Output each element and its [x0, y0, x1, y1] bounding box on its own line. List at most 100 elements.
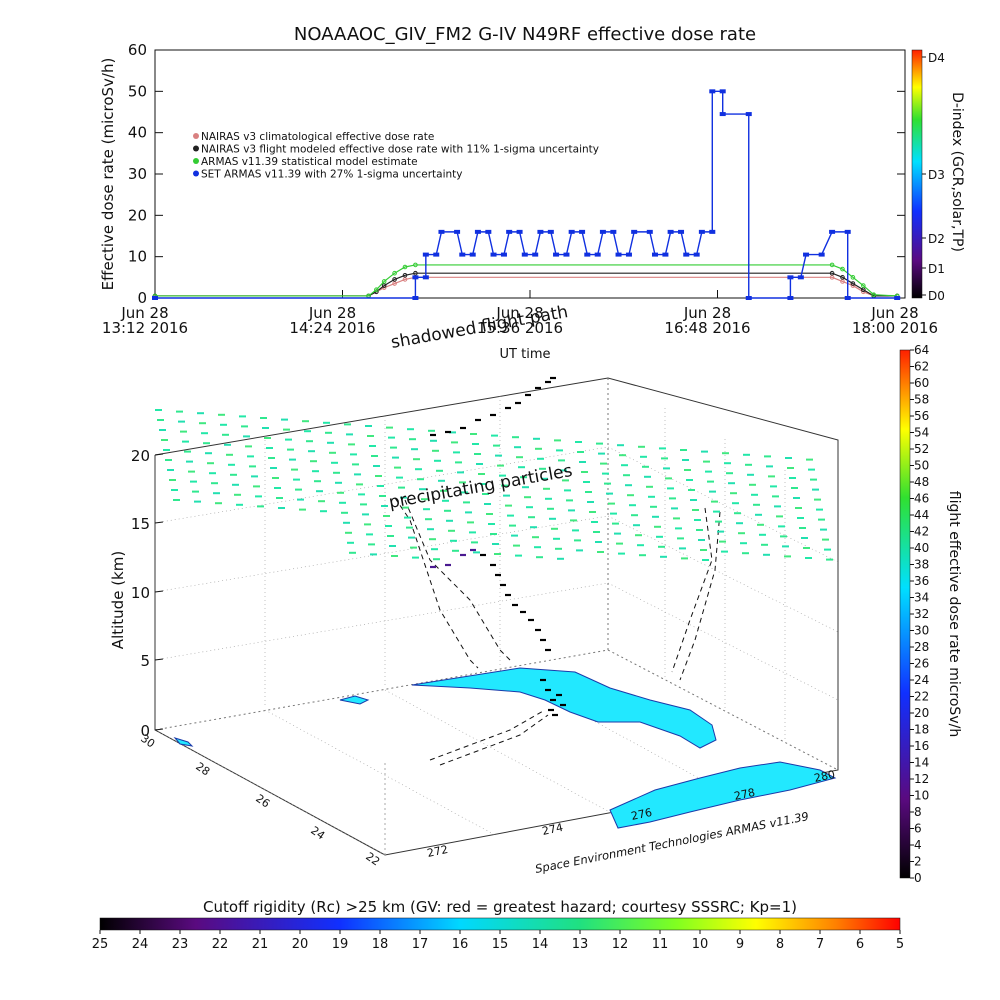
colorbar-tick-label: 6 [914, 822, 922, 836]
rigidity-tick-label: 16 [452, 937, 469, 952]
y-tick-label: 0 [137, 289, 147, 307]
colorbar-tick-label: 40 [914, 541, 929, 555]
x-tick-label: 15:36 2016 [477, 319, 563, 337]
precipitating-particle-field [155, 409, 833, 561]
series-point [433, 252, 440, 257]
series-point [537, 229, 544, 234]
y-tick-label: 20 [128, 206, 147, 224]
x-tick-label: Jun 28 [870, 304, 918, 322]
series-point [152, 296, 158, 300]
colorbar-tick-label: 18 [914, 723, 929, 737]
series-point [678, 229, 685, 234]
legend-label: NAIRAS v3 flight modeled effective dose … [201, 144, 599, 156]
series-point [840, 275, 845, 280]
series-point [719, 112, 726, 117]
x-tick-label: 14:24 2016 [289, 319, 375, 337]
series-point [850, 275, 856, 280]
rigidity-tick-label: 19 [332, 937, 349, 952]
rigidity-tick-label: 24 [132, 937, 149, 952]
colorbar-tick-label: 28 [914, 640, 929, 654]
florida-map [173, 667, 837, 829]
d-index-tick-label: D0 [928, 289, 945, 303]
series-line [155, 276, 898, 297]
series-point [719, 89, 726, 94]
rigidity-tick-label: 25 [92, 937, 109, 952]
longitude-tick-label: 274 [541, 821, 564, 838]
x-axis-label: UT time [500, 347, 551, 362]
series-point [745, 296, 752, 300]
y-tick-label: 40 [128, 124, 147, 142]
series-point [818, 252, 825, 257]
rigidity-tick-label: 12 [612, 937, 629, 952]
colorbar-tick-label: 10 [914, 789, 929, 803]
series-line [155, 272, 898, 297]
colorbar-tick-label: 32 [914, 607, 929, 621]
series-point [584, 252, 591, 257]
chart-title: NOAAAOC_GIV_FM2 G-IV N49RF effective dos… [294, 24, 756, 45]
colorbar-tick-label: 48 [914, 475, 929, 489]
series-point [532, 252, 539, 257]
altitude-tick-mark [154, 453, 164, 456]
series-point [413, 270, 418, 276]
flight-path-points [430, 376, 566, 717]
series-point [438, 229, 445, 234]
rigidity-tick-label: 11 [652, 937, 669, 952]
altitude-ticks: 0 5 10 15 20 [131, 447, 164, 740]
series-line [155, 90, 898, 299]
series-point [412, 275, 419, 280]
colorbar-tick-label: 60 [914, 376, 929, 390]
altitude-tick-label: 20 [131, 447, 150, 465]
series-point [610, 229, 617, 234]
rigidity-tick-label: 13 [572, 937, 589, 952]
series-point [745, 112, 752, 117]
series-point [894, 296, 901, 300]
colorbar-tick-label: 52 [914, 442, 929, 456]
rigidity-tick-label: 21 [252, 937, 269, 952]
series-point [829, 262, 835, 268]
colorbar-tick-label: 4 [914, 838, 922, 852]
series-point [392, 281, 397, 286]
colorbar-tick-label: 54 [914, 426, 929, 440]
colorbar-tick-label: 24 [914, 673, 929, 687]
longitude-ticks: 272 274 276 278 280 [426, 768, 836, 860]
series-point [381, 283, 387, 288]
series-point [412, 296, 419, 300]
colorbar-tick-label: 38 [914, 558, 929, 572]
y-axis-label: Effective dose rate (microSv/h) [99, 58, 117, 291]
longitude-tick-label: 278 [733, 786, 756, 803]
series-point [374, 287, 379, 293]
colorbar-tick-label: 36 [914, 574, 929, 588]
right-axis-label: D-index (GCR,solar,TP) [949, 92, 965, 252]
colorbar-tick-label: 12 [914, 772, 929, 786]
colorbar-tick-label: 50 [914, 459, 929, 473]
y-tick-label: 50 [128, 82, 147, 100]
x-tick-label: Jun 28 [120, 304, 168, 322]
colorbar-label: flight effective dose rate microSv/h [946, 491, 962, 737]
series-point [662, 252, 669, 257]
latitude-tick-label: 28 [193, 760, 212, 779]
legend-marker [193, 170, 199, 177]
legend-label: ARMAS v11.39 statistical model estimate [201, 156, 418, 168]
cutoff-rigidity-title: Cutoff rigidity (Rc) >25 km (GV: red = g… [203, 898, 797, 916]
colorbar-tick-label: 26 [914, 657, 929, 671]
cutoff-rigidity-ticks: 25 24 23 22 21 20 19 18 17 16 15 14 13 12 11 10 9 8 7 6 5 [92, 930, 904, 952]
altitude-tick-mark [154, 728, 164, 731]
series-point [568, 229, 575, 234]
colorbar-tick-label: 62 [914, 360, 929, 374]
y-tick-label: 30 [128, 165, 147, 183]
series-point [698, 229, 705, 234]
colorbar-tick-label: 30 [914, 624, 929, 638]
altitude-tick-mark [154, 590, 164, 593]
series-point [829, 229, 836, 234]
rigidity-tick-label: 20 [292, 937, 309, 952]
series-point [652, 252, 658, 257]
series-point [646, 229, 653, 234]
series-point [693, 252, 700, 257]
series-point [563, 252, 570, 257]
series-point [709, 229, 716, 234]
flight-dose-colorbar-ticks: 0246810121416182022242628303234363840424… [910, 343, 929, 885]
altitude-tick-label: 15 [131, 515, 150, 533]
series-point [861, 287, 866, 293]
series-point [500, 252, 507, 257]
series-point [683, 252, 690, 257]
